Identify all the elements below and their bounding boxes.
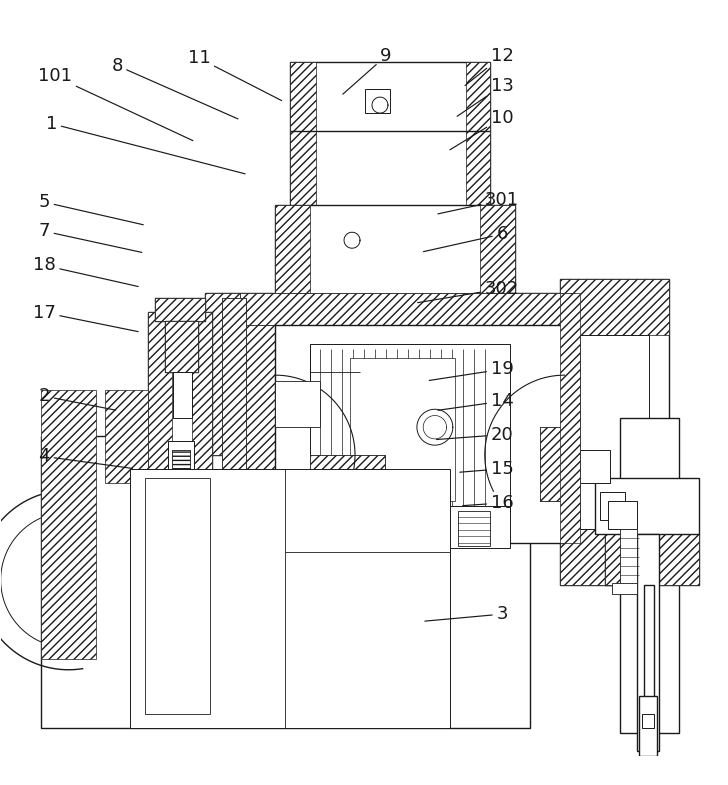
Bar [604, 534, 700, 585]
Bar [579, 334, 649, 529]
Bar [240, 293, 574, 326]
Bar [612, 582, 638, 593]
Bar [595, 478, 700, 534]
Bar [290, 61, 316, 214]
Text: 302: 302 [418, 279, 519, 303]
Text: 11: 11 [188, 49, 282, 100]
Bar [275, 515, 375, 548]
Bar [275, 506, 510, 548]
Bar [106, 390, 149, 483]
Text: 9: 9 [343, 47, 392, 94]
Text: 16: 16 [463, 494, 513, 512]
Bar [205, 293, 600, 455]
Bar [458, 510, 490, 546]
Bar [240, 326, 275, 543]
Bar [480, 205, 515, 298]
Text: 2: 2 [39, 387, 116, 410]
Text: 14: 14 [438, 392, 513, 411]
Bar [240, 293, 574, 326]
Bar [466, 61, 490, 214]
Bar [192, 312, 213, 487]
Bar [130, 469, 450, 728]
Text: 20: 20 [437, 425, 513, 444]
Bar [275, 381, 320, 427]
Bar [275, 205, 310, 298]
Bar [155, 298, 205, 321]
Bar [290, 510, 322, 546]
Bar [168, 441, 194, 483]
Bar [620, 529, 638, 585]
Text: 1: 1 [46, 115, 245, 173]
Bar [639, 696, 657, 756]
Bar [240, 326, 275, 543]
Bar [416, 510, 448, 546]
Bar [275, 205, 515, 298]
Bar [638, 534, 660, 751]
Bar [560, 293, 579, 543]
Bar [310, 455, 385, 497]
Bar [560, 279, 670, 585]
Text: 5: 5 [39, 193, 143, 225]
Text: 301: 301 [438, 191, 519, 214]
Bar [310, 344, 510, 510]
Bar [350, 358, 455, 502]
Bar [146, 478, 210, 714]
Text: 17: 17 [33, 304, 138, 331]
Bar [173, 371, 192, 418]
Text: 10: 10 [450, 109, 513, 150]
Text: 12: 12 [465, 47, 513, 86]
Bar [41, 436, 530, 728]
Bar [604, 534, 700, 585]
Text: 101: 101 [38, 68, 193, 141]
Text: 3: 3 [425, 605, 508, 623]
Bar [155, 298, 205, 321]
Bar [568, 293, 600, 455]
Bar [149, 312, 213, 487]
Bar [620, 418, 679, 732]
Bar [539, 427, 579, 502]
Text: 8: 8 [111, 57, 238, 119]
Bar [374, 510, 406, 546]
Bar [643, 714, 654, 728]
Bar [644, 585, 654, 732]
Text: 4: 4 [39, 447, 132, 469]
Bar [165, 321, 198, 371]
Bar [608, 502, 638, 529]
Text: 18: 18 [33, 257, 138, 287]
Bar [275, 326, 565, 543]
Text: 19: 19 [430, 360, 513, 381]
Bar [149, 312, 173, 487]
Text: 15: 15 [460, 460, 513, 478]
Bar [41, 390, 95, 659]
Bar [600, 492, 625, 520]
Bar [222, 298, 246, 543]
Bar [560, 279, 670, 334]
Text: 7: 7 [39, 222, 142, 253]
Bar [173, 451, 190, 469]
Bar [165, 321, 198, 371]
Bar [222, 298, 246, 543]
Bar [365, 89, 390, 112]
Bar [579, 451, 609, 483]
Bar [560, 529, 670, 585]
Text: 13: 13 [457, 77, 513, 116]
Bar [310, 455, 385, 497]
Text: 6: 6 [424, 225, 507, 252]
Bar [205, 293, 240, 455]
Bar [539, 427, 579, 502]
Bar [173, 451, 190, 469]
Bar [290, 61, 490, 214]
Bar [332, 510, 364, 546]
